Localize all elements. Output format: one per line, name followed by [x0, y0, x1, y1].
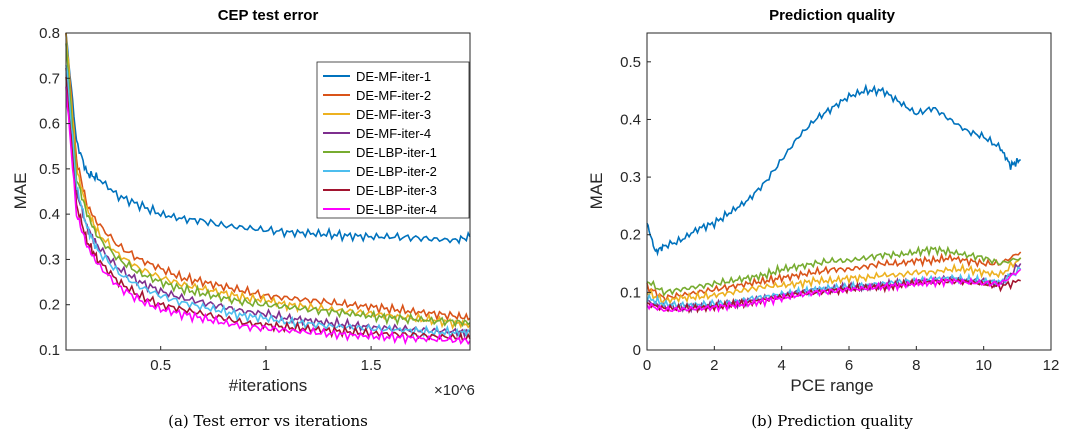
chart-title: Prediction quality — [769, 7, 896, 24]
y-tick-label: 0.2 — [39, 297, 60, 314]
series-line-2 — [65, 32, 471, 322]
chart-title: CEP test error — [218, 7, 319, 24]
legend-entry: DE-LBP-iter-4 — [356, 202, 437, 217]
legend: DE-MF-iter-1 DE-MF-iter-2 DE-MF-iter-3 DE-M… — [316, 61, 470, 219]
series-line-8 — [65, 86, 471, 346]
y-tick-label: 0.2 — [620, 227, 641, 244]
x-tick-label: 12 — [1043, 357, 1060, 374]
y-tick-label: 0.1 — [39, 342, 60, 359]
caption-b: (b) Prediction quality — [751, 412, 913, 430]
y-tick-label: 0.5 — [620, 54, 641, 71]
x-tick-label: 6 — [845, 357, 853, 374]
y-axis-label: MAE — [11, 173, 30, 210]
x-tick-label: 0 — [643, 357, 651, 374]
legend-box — [316, 61, 470, 219]
y-tick-label: 0.7 — [39, 70, 60, 87]
series-line-1 — [65, 32, 471, 245]
legend-entry: DE-LBP-iter-3 — [356, 183, 437, 198]
x-tick-label: 10 — [975, 357, 992, 374]
series-line-5 — [65, 43, 471, 328]
y-tick-label: 0.1 — [620, 284, 641, 301]
y-tick-label: 0.3 — [39, 251, 60, 268]
series-group — [646, 83, 1022, 314]
y-axis-label: MAE — [587, 173, 606, 210]
y-tick-label: 0.8 — [39, 25, 60, 42]
x-exponent-label: ×10^6 — [434, 382, 475, 399]
series-line-5 — [646, 245, 1022, 297]
x-axis-label: #iterations — [229, 376, 307, 395]
legend-entry: DE-MF-iter-4 — [356, 126, 431, 141]
y-tick-label: 0 — [633, 342, 641, 359]
series-line-1 — [646, 83, 1021, 257]
x-axis-label: PCE range — [790, 376, 873, 395]
y-tick-label: 0.5 — [39, 161, 60, 178]
x-tick-label: 1.5 — [361, 357, 382, 374]
series-line-2 — [646, 251, 1022, 304]
series-group — [65, 32, 471, 346]
legend-entry: DE-MF-iter-2 — [356, 88, 431, 103]
axes-box — [65, 32, 471, 351]
x-tick-label: 4 — [777, 357, 785, 374]
y-tick-label: 0.3 — [620, 169, 641, 186]
axis-ticks: 0 2 4 6 8 10 12 0 0.1 0.2 0.3 0.4 0.5 — [620, 54, 1059, 374]
series-line-7 — [646, 277, 1021, 314]
axes-box — [646, 32, 1052, 351]
y-tick-label: 0.6 — [39, 116, 60, 133]
series-line-3 — [646, 257, 1022, 306]
legend-entry: DE-MF-iter-3 — [356, 107, 431, 122]
y-tick-label: 0.4 — [39, 206, 60, 223]
x-tick-label: 1 — [262, 357, 270, 374]
legend-entry: DE-LBP-iter-2 — [356, 164, 437, 179]
axis-ticks: 0.5 1 1.5 0.1 0.2 0.3 0.4 0.5 0.6 0.7 0.8 — [39, 25, 381, 374]
caption-a: (a) Test error vs iterations — [168, 412, 368, 430]
x-tick-label: 2 — [710, 357, 718, 374]
panel-test-error: CEP test error 0.5 1 1.5 0.1 0.2 0.3 0.4 0.5 0.6… — [11, 7, 475, 430]
x-tick-label: 0.5 — [150, 357, 171, 374]
series-line-8 — [646, 268, 1022, 313]
y-tick-label: 0.4 — [620, 111, 641, 128]
x-tick-label: 8 — [912, 357, 920, 374]
legend-entry: DE-MF-iter-1 — [356, 69, 431, 84]
panel-prediction-quality: Prediction quality 0 2 4 6 8 10 12 0 0.1 0.2 0.3 0.… — [587, 7, 1059, 430]
legend-entry: DE-LBP-iter-1 — [356, 145, 437, 160]
